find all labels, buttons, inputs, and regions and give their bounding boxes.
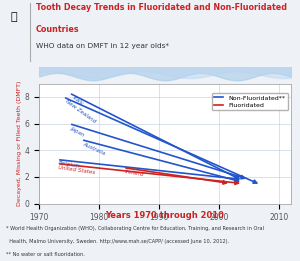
Text: Ireland: Ireland	[124, 169, 144, 177]
Text: Tooth Decay Trends in Fluoridated and Non-Fluoridated: Tooth Decay Trends in Fluoridated and No…	[36, 3, 287, 12]
Text: Belgium: Belgium	[58, 160, 81, 169]
Text: Australia: Australia	[82, 141, 106, 156]
Legend: Non-Fluoridated**, Fluoridated: Non-Fluoridated**, Fluoridated	[212, 93, 288, 110]
Text: ** No water or salt fluoridation.: ** No water or salt fluoridation.	[6, 252, 85, 257]
Text: Japan: Japan	[70, 126, 86, 138]
Text: New Zealand: New Zealand	[64, 99, 96, 124]
Text: Health, Malmo University, Sweden. http://www.mah.se/CAPP/ (accessed June 10, 201: Health, Malmo University, Sweden. http:/…	[6, 239, 229, 244]
Y-axis label: Decayed, Missing or Filled Teeth (DMFT): Decayed, Missing or Filled Teeth (DMFT)	[16, 81, 22, 206]
Text: Countries: Countries	[36, 25, 80, 34]
Text: United States: United States	[58, 165, 96, 175]
Text: * World Health Organization (WHO), Collaborating Centre for Education, Training,: * World Health Organization (WHO), Colla…	[6, 226, 264, 231]
Text: Italy: Italy	[72, 95, 84, 106]
Text: WHO data on DMFT in 12 year olds*: WHO data on DMFT in 12 year olds*	[36, 43, 169, 49]
Text: Years 1970 through 2010: Years 1970 through 2010	[106, 211, 224, 221]
Text: 🌀: 🌀	[10, 12, 17, 22]
